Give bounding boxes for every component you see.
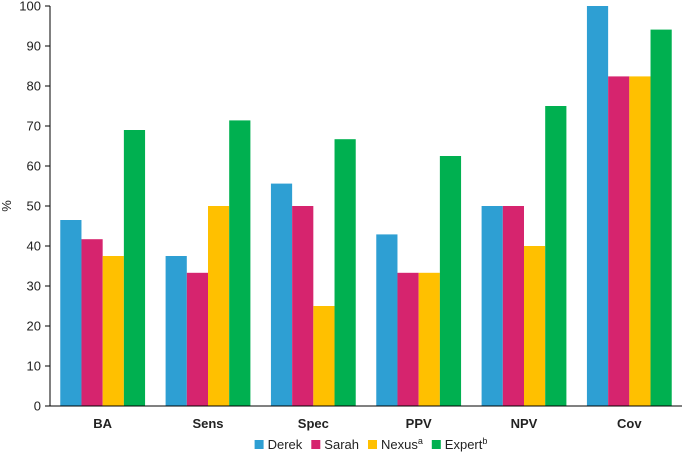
bar-nexus-spec [313,306,335,406]
bar-expert-sens [229,120,251,407]
bar-derek-ppv [376,234,398,406]
x-category-label: Sens [192,416,223,431]
bar-sarah-sens [186,272,208,406]
legend-label: Nexusa [381,436,423,452]
bar-derek-sens [165,256,187,406]
legend-name: Sarah [324,437,359,452]
legend-swatch [368,440,377,449]
y-axis: 0 10 20 30 40 50 60 70 80 90 100% [0,0,51,414]
y-tick-label: 70 [27,119,41,134]
x-axis: BA Sens Spec PPV NPV Cov [50,405,682,431]
legend-item-expert: Expertb [431,436,488,452]
x-category-label: NPV [511,416,538,431]
bar-sarah-cov [608,76,630,407]
legend-label: Expertb [445,436,488,452]
legend-name: Expert [445,437,483,452]
legend-item-sarah: Sarah [311,437,359,452]
y-tick-label: 10 [27,359,41,374]
x-category-label: BA [93,416,112,431]
legend-superscript: b [482,436,487,446]
bar-sarah-npv [502,206,524,406]
y-tick-label: 40 [27,239,41,254]
y-tick-label: 30 [27,279,41,294]
y-tick-label: 20 [27,319,41,334]
bar-expert-spec [334,139,356,406]
bar-sarah-spec [292,206,314,406]
bar-derek-spec [270,183,293,406]
legend-label: Derek [268,437,303,452]
bar-nexus-npv [524,246,546,406]
legend-name: Nexus [381,437,418,452]
y-tick-label: 50 [27,199,41,214]
bars [60,6,672,407]
bar-derek-cov [586,6,609,406]
y-tick-label: 90 [27,39,41,54]
bar-sarah-ba [81,239,103,406]
legend-swatch [311,440,321,449]
legend-superscript: a [418,436,423,446]
x-category-label: PPV [406,416,432,431]
bar-nexus-ppv [418,272,440,406]
y-tick-label: 60 [27,159,41,174]
legend-swatch [254,440,264,449]
bar-derek-ba [60,220,82,406]
bar-expert-ppv [439,156,462,406]
bar-derek-npv [481,206,503,406]
bar-nexus-ba [102,256,124,406]
x-category-label: Cov [617,416,642,431]
legend-item-derek: Derek [254,437,303,452]
legend-name: Derek [268,437,303,452]
y-tick-label: 0 [34,399,41,414]
bar-nexus-cov [629,76,651,407]
bar-sarah-ppv [397,272,419,406]
x-category-label: Spec [298,416,329,431]
bar-expert-ba [123,130,146,406]
bar-expert-npv [545,106,567,406]
legend-item-nexus: Nexusa [368,436,423,452]
legend-swatch [431,440,441,449]
legend: Derek Sarah Nexusa Expertb [254,436,488,452]
y-tick-label: 100 [19,0,41,14]
legend-label: Sarah [324,437,359,452]
bar-nexus-sens [208,206,230,406]
y-tick-label: 80 [27,79,41,94]
bar-expert-cov [650,29,672,406]
y-axis-label: % [0,200,14,212]
